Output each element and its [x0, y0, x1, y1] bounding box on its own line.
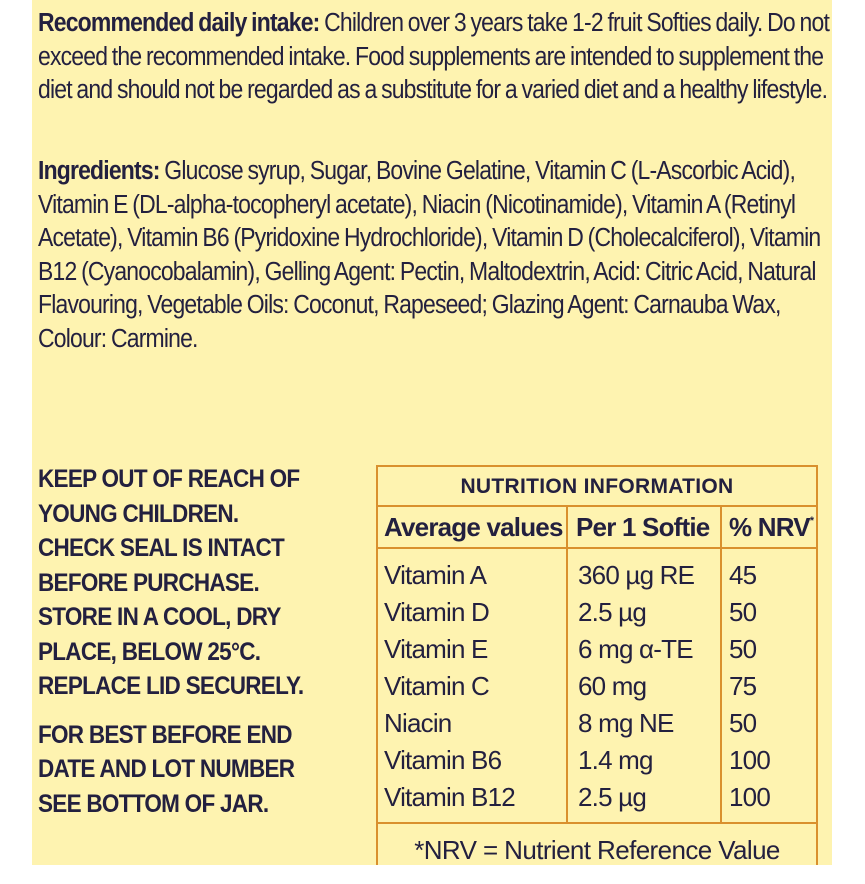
nutrient-amount: 1.4 mg [578, 745, 653, 775]
amount-column: 360 µg RE 2.5 µg 6 mg α-TE 60 mg 8 mg NE… [568, 549, 722, 822]
recommended-intake-text: Children over 3 years take 1-2 fruit Sof… [38, 9, 830, 104]
ingredients-label: Ingredients: [38, 157, 160, 185]
best-before-line: FOR BEST BEFORE END [38, 720, 293, 749]
nutrient-nrv: 50 [729, 597, 757, 627]
warning-line: YOUNG CHILDREN. [38, 499, 239, 528]
warnings-block: KEEP OUT OF REACH OF YOUNG CHILDREN. CHE… [38, 462, 398, 821]
nutrient-name: Vitamin A [384, 560, 487, 590]
nutrition-table-body: Vitamin A Vitamin D Vitamin E Vitamin C … [378, 549, 816, 824]
spacer [38, 704, 398, 718]
nutrition-table: NUTRITION INFORMATION Average values Per… [376, 465, 818, 865]
nutrient-amount: 360 µg RE [578, 560, 695, 590]
nutrient-name: Vitamin C [384, 671, 490, 701]
header-nrv-asterisk: * [809, 515, 814, 527]
nutrient-nrv: 50 [729, 708, 757, 738]
header-per-softie: Per 1 Softie [568, 507, 722, 547]
nutrient-name: Vitamin D [384, 597, 490, 627]
best-before-line: SEE BOTTOM OF JAR. [38, 789, 269, 818]
warning-line: CHECK SEAL IS INTACT [38, 534, 285, 562]
nutrient-name: Vitamin E [384, 634, 488, 664]
nutrient-amount: 60 mg [578, 671, 647, 701]
nutrient-nrv: 100 [729, 782, 771, 812]
warning-line: STORE IN A COOL, DRY [38, 603, 281, 631]
nutrient-name: Vitamin B12 [384, 782, 516, 812]
nutrient-column: Vitamin A Vitamin D Vitamin E Vitamin C … [378, 549, 568, 822]
header-nrv-label: % NRV [729, 512, 811, 542]
nrv-column: 45 50 50 75 50 100 100 [722, 549, 816, 822]
nutrient-nrv: 50 [729, 634, 757, 664]
nutrient-nrv: 45 [729, 560, 757, 590]
nutrient-amount: 8 mg NE [578, 708, 674, 738]
nutrition-table-title: NUTRITION INFORMATION [378, 467, 816, 507]
label-panel: Recommended daily intake: Children over … [32, 0, 832, 865]
warning-line: REPLACE LID SECURELY. [38, 672, 304, 700]
recommended-intake-label: Recommended daily intake: [38, 9, 320, 37]
warning-line: BEFORE PURCHASE. [38, 568, 260, 597]
warning-line: PLACE, BELOW 25°C. [38, 637, 261, 666]
recommended-intake-paragraph: Recommended daily intake: Children over … [38, 7, 830, 108]
nutrient-name: Niacin [384, 708, 452, 738]
nutrient-amount: 2.5 µg [578, 782, 647, 812]
nutrient-amount: 6 mg α-TE [578, 634, 694, 664]
nutrient-amount: 2.5 µg [578, 597, 647, 627]
nutrition-table-header: Average values Per 1 Softie % NRV* [378, 507, 816, 549]
best-before-line: DATE AND LOT NUMBER [38, 755, 295, 783]
nutrient-nrv: 100 [729, 745, 771, 775]
header-nrv: % NRV* [722, 507, 816, 547]
ingredients-text: Glucose syrup, Sugar, Bovine Gelatine, V… [38, 157, 821, 353]
ingredients-paragraph: Ingredients: Glucose syrup, Sugar, Bovin… [38, 155, 830, 356]
warning-line: KEEP OUT OF REACH OF [38, 465, 300, 493]
nutrient-name: Vitamin B6 [384, 745, 502, 775]
nutrient-nrv: 75 [729, 671, 757, 701]
nrv-footnote: *NRV = Nutrient Reference Value [414, 835, 780, 865]
header-average-values: Average values [378, 507, 568, 547]
